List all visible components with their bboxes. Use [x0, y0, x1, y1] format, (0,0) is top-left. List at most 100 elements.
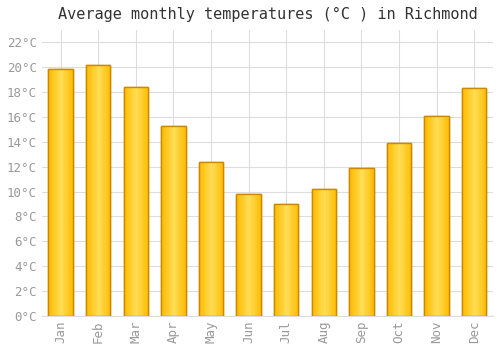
Bar — [204, 162, 205, 316]
Bar — [100, 65, 102, 316]
Bar — [393, 143, 394, 316]
Bar — [147, 87, 148, 316]
Bar — [328, 189, 330, 316]
Bar — [427, 116, 428, 316]
Bar — [161, 126, 162, 316]
Bar — [72, 69, 73, 316]
Bar — [478, 89, 479, 316]
Bar — [248, 194, 250, 316]
Bar — [354, 168, 356, 316]
Bar — [183, 126, 184, 316]
Bar — [410, 143, 412, 316]
Bar — [292, 204, 294, 316]
Bar — [238, 194, 239, 316]
Bar — [54, 69, 56, 316]
Bar — [164, 126, 165, 316]
Bar — [484, 89, 486, 316]
Bar — [430, 116, 432, 316]
Bar — [356, 168, 358, 316]
Bar — [254, 194, 256, 316]
Bar — [212, 162, 214, 316]
Bar — [462, 89, 486, 316]
Bar — [326, 189, 328, 316]
Bar — [279, 204, 280, 316]
Bar — [275, 204, 276, 316]
Bar — [313, 189, 314, 316]
Bar — [290, 204, 291, 316]
Bar — [396, 143, 398, 316]
Bar — [390, 143, 392, 316]
Bar — [240, 194, 242, 316]
Bar — [62, 69, 63, 316]
Bar — [131, 87, 132, 316]
Bar — [69, 69, 70, 316]
Bar — [206, 162, 208, 316]
Bar — [296, 204, 297, 316]
Bar — [466, 89, 467, 316]
Bar — [143, 87, 144, 316]
Bar — [282, 204, 284, 316]
Bar — [402, 143, 404, 316]
Bar — [335, 189, 336, 316]
Bar — [221, 162, 222, 316]
Bar — [106, 65, 107, 316]
Bar — [352, 168, 353, 316]
Bar — [171, 126, 172, 316]
Bar — [245, 194, 246, 316]
Bar — [274, 204, 275, 316]
Bar — [291, 204, 292, 316]
Bar — [124, 87, 148, 316]
Bar — [330, 189, 331, 316]
Bar — [424, 116, 449, 316]
Bar — [349, 168, 374, 316]
Bar — [483, 89, 484, 316]
Bar — [360, 168, 362, 316]
Bar — [474, 89, 476, 316]
Bar — [168, 126, 170, 316]
Bar — [359, 168, 360, 316]
Bar — [134, 87, 136, 316]
Bar — [177, 126, 178, 316]
Bar — [251, 194, 252, 316]
Bar — [48, 69, 73, 316]
Bar — [90, 65, 91, 316]
Bar — [286, 204, 288, 316]
Bar — [252, 194, 254, 316]
Bar — [87, 65, 88, 316]
Bar — [108, 65, 109, 316]
Bar — [126, 87, 128, 316]
Bar — [353, 168, 354, 316]
Bar — [244, 194, 245, 316]
Bar — [440, 116, 442, 316]
Bar — [426, 116, 427, 316]
Bar — [436, 116, 438, 316]
Bar — [433, 116, 434, 316]
Bar — [222, 162, 223, 316]
Bar — [408, 143, 409, 316]
Bar — [220, 162, 221, 316]
Bar — [56, 69, 57, 316]
Bar — [200, 162, 201, 316]
Bar — [432, 116, 433, 316]
Bar — [388, 143, 390, 316]
Bar — [297, 204, 298, 316]
Bar — [443, 116, 444, 316]
Bar — [184, 126, 186, 316]
Bar — [88, 65, 90, 316]
Bar — [349, 168, 374, 316]
Bar — [438, 116, 439, 316]
Bar — [58, 69, 59, 316]
Bar — [109, 65, 110, 316]
Bar — [442, 116, 443, 316]
Bar — [288, 204, 290, 316]
Bar — [387, 143, 388, 316]
Bar — [202, 162, 203, 316]
Bar — [132, 87, 134, 316]
Bar — [86, 65, 87, 316]
Bar — [332, 189, 334, 316]
Bar — [97, 65, 98, 316]
Bar — [369, 168, 370, 316]
Bar — [444, 116, 445, 316]
Bar — [409, 143, 410, 316]
Bar — [387, 143, 411, 316]
